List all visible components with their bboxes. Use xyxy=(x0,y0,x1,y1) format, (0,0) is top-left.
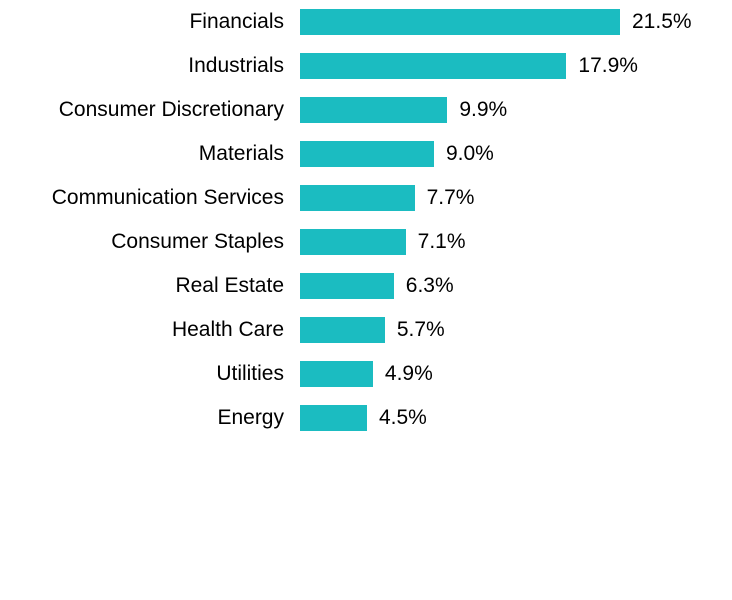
bar xyxy=(300,361,373,387)
bar-area: 21.5% xyxy=(300,9,732,35)
value-label: 7.7% xyxy=(427,186,475,210)
bar xyxy=(300,9,620,35)
value-label: 21.5% xyxy=(632,10,692,34)
bar-area: 4.9% xyxy=(300,361,732,387)
bar xyxy=(300,273,394,299)
bar xyxy=(300,97,447,123)
value-label: 6.3% xyxy=(406,274,454,298)
bar-row: Industrials 17.9% xyxy=(0,44,732,88)
category-label: Real Estate xyxy=(0,274,300,298)
bar-area: 7.7% xyxy=(300,185,732,211)
category-label: Consumer Staples xyxy=(0,230,300,254)
value-label: 9.0% xyxy=(446,142,494,166)
value-label: 17.9% xyxy=(578,54,638,78)
sector-allocation-chart: Financials 21.5% Industrials 17.9% Consumer … xyxy=(0,0,732,440)
bar-row: Communication Services 7.7% xyxy=(0,176,732,220)
bar xyxy=(300,185,415,211)
category-label: Financials xyxy=(0,10,300,34)
category-label: Industrials xyxy=(0,54,300,78)
category-label: Consumer Discretionary xyxy=(0,98,300,122)
bar-row: Real Estate 6.3% xyxy=(0,264,732,308)
bar-area: 17.9% xyxy=(300,53,732,79)
bar xyxy=(300,53,566,79)
bar xyxy=(300,229,406,255)
bar-area: 9.9% xyxy=(300,97,732,123)
bar-row: Consumer Staples 7.1% xyxy=(0,220,732,264)
value-label: 9.9% xyxy=(459,98,507,122)
value-label: 4.9% xyxy=(385,362,433,386)
bar xyxy=(300,317,385,343)
value-label: 4.5% xyxy=(379,406,427,430)
bar-area: 7.1% xyxy=(300,229,732,255)
category-label: Materials xyxy=(0,142,300,166)
bar-row: Consumer Discretionary 9.9% xyxy=(0,88,732,132)
bar xyxy=(300,141,434,167)
category-label: Energy xyxy=(0,406,300,430)
category-label: Utilities xyxy=(0,362,300,386)
bar-area: 5.7% xyxy=(300,317,732,343)
bar-row: Financials 21.5% xyxy=(0,0,732,44)
bar-area: 4.5% xyxy=(300,405,732,431)
bar-row: Health Care 5.7% xyxy=(0,308,732,352)
value-label: 5.7% xyxy=(397,318,445,342)
bar-row: Energy 4.5% xyxy=(0,396,732,440)
bar-area: 6.3% xyxy=(300,273,732,299)
bar-area: 9.0% xyxy=(300,141,732,167)
category-label: Health Care xyxy=(0,318,300,342)
value-label: 7.1% xyxy=(418,230,466,254)
bar-row: Materials 9.0% xyxy=(0,132,732,176)
bar xyxy=(300,405,367,431)
bar-row: Utilities 4.9% xyxy=(0,352,732,396)
category-label: Communication Services xyxy=(0,186,300,210)
